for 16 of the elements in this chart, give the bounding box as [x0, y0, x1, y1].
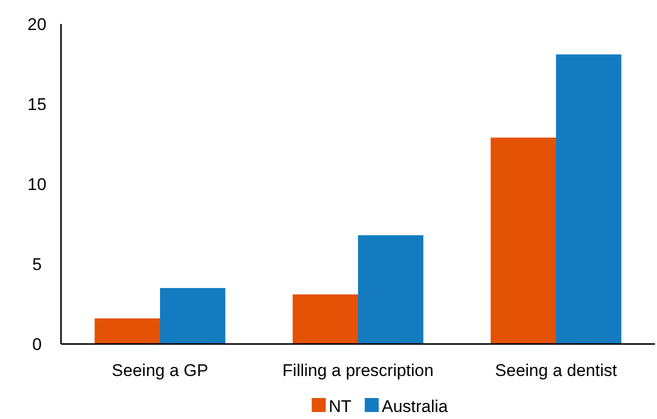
- y-tick-label: 5: [32, 254, 42, 274]
- bar: [358, 235, 424, 344]
- y-tick-label: 0: [32, 334, 42, 354]
- bar: [160, 288, 226, 344]
- y-tick-label: 15: [28, 94, 46, 114]
- y-tick-label: 20: [28, 14, 46, 34]
- legend-label: NT: [328, 397, 352, 416]
- legend-label: Australia: [382, 397, 448, 416]
- x-tick-label: Seeing a dentist: [495, 361, 618, 380]
- x-tick-label: Filling a prescription: [282, 361, 434, 380]
- x-tick-label: Seeing a GP: [112, 361, 208, 380]
- bar: [292, 294, 358, 344]
- bar: [94, 318, 160, 344]
- bar: [556, 54, 622, 344]
- bar: [490, 138, 556, 344]
- y-tick-label: 10: [28, 174, 46, 194]
